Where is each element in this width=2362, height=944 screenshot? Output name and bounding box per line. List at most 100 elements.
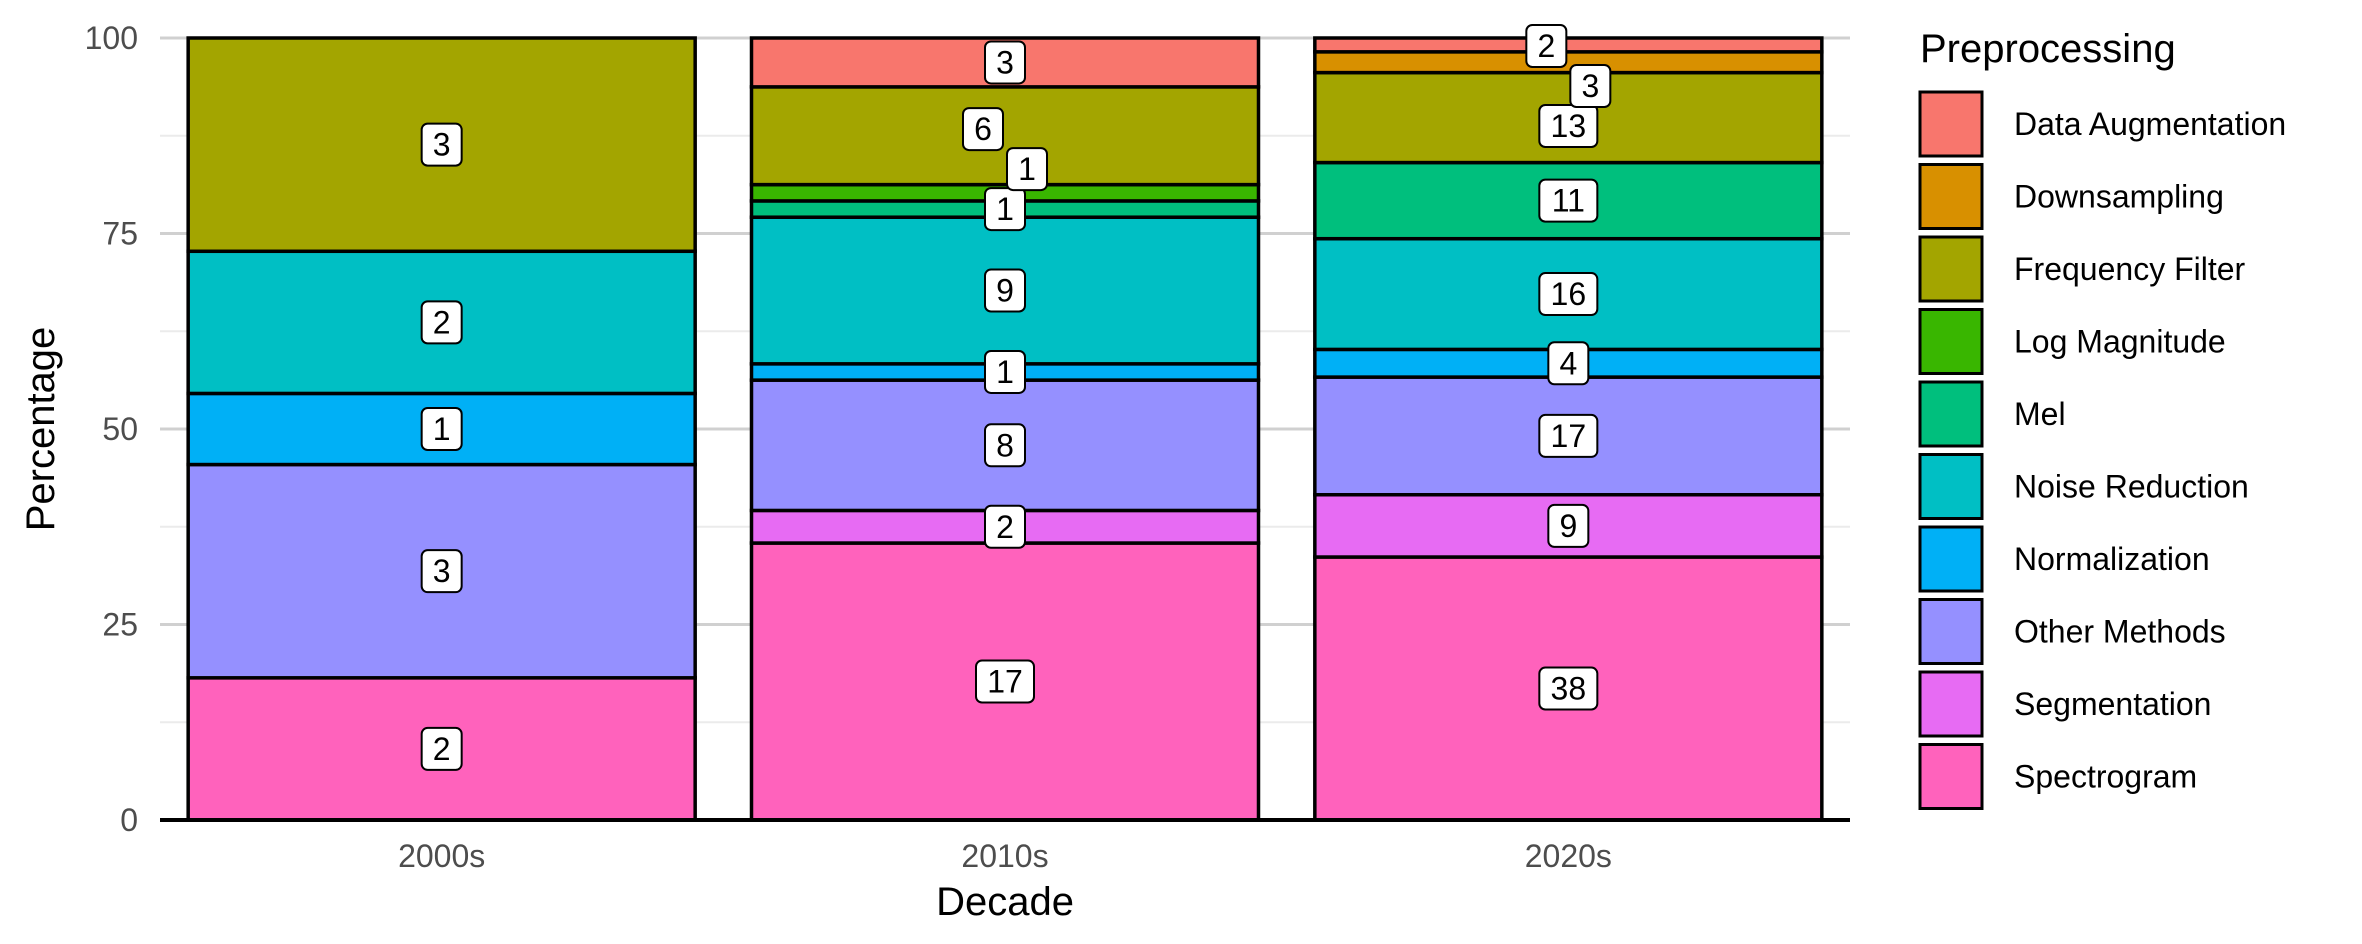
data-label: 4 xyxy=(1547,341,1590,386)
data-label-text: 13 xyxy=(1551,108,1587,144)
legend-label: Normalization xyxy=(2014,541,2210,577)
data-label: 2 xyxy=(420,726,463,771)
data-label-box xyxy=(1006,147,1048,192)
data-label: 2 xyxy=(420,300,463,345)
data-label: 38 xyxy=(1538,666,1599,711)
x-axis-title: Decade xyxy=(936,880,1074,924)
data-label-box xyxy=(1538,178,1599,223)
y-tick-label: 75 xyxy=(102,216,138,252)
legend-label: Segmentation xyxy=(2014,686,2211,722)
data-label: 9 xyxy=(1547,503,1590,548)
bar-segment xyxy=(186,36,697,254)
data-label-box xyxy=(1547,503,1590,548)
data-label: 3 xyxy=(420,122,463,167)
data-label-text: 38 xyxy=(1551,671,1587,707)
data-label-text: 3 xyxy=(433,553,451,589)
data-label-text: 6 xyxy=(974,111,992,147)
data-label-box xyxy=(420,407,463,451)
data-label: 8 xyxy=(984,423,1026,468)
legend-label: Spectrogram xyxy=(2014,759,2197,795)
data-label-text: 2 xyxy=(433,304,451,340)
data-label-box xyxy=(984,187,1026,232)
x-tick-label: 2020s xyxy=(1525,838,1612,874)
data-label-text: 9 xyxy=(996,273,1014,309)
data-label-text: 16 xyxy=(1551,276,1587,312)
y-tick-label: 25 xyxy=(102,607,138,643)
data-label-text: 2 xyxy=(1537,28,1555,64)
data-label-box xyxy=(1538,413,1599,458)
data-label: 17 xyxy=(1538,413,1599,458)
data-label-text: 2 xyxy=(996,509,1014,545)
data-label-box xyxy=(420,726,463,771)
data-label-box xyxy=(1538,104,1599,148)
data-label: 1 xyxy=(1006,147,1048,192)
legend-swatch xyxy=(1918,380,1984,448)
legend-title: Preprocessing xyxy=(1920,27,2176,71)
data-label-text: 9 xyxy=(1559,508,1577,544)
bar-segment xyxy=(749,85,1261,187)
legend-label: Other Methods xyxy=(2014,614,2226,650)
data-label-box xyxy=(962,107,1004,152)
legend-swatch xyxy=(1918,163,1984,230)
legend-swatch xyxy=(1918,308,1984,375)
data-label-text: 1 xyxy=(996,191,1014,227)
data-label-text: 3 xyxy=(996,44,1014,80)
data-label: 9 xyxy=(984,268,1026,313)
data-label-text: 11 xyxy=(1552,183,1585,219)
data-label-box xyxy=(984,268,1026,313)
data-label-text: 1 xyxy=(996,354,1014,390)
data-label: 16 xyxy=(1538,272,1599,317)
legend-swatch xyxy=(1918,598,1984,665)
legend-label: Frequency Filter xyxy=(2014,251,2246,287)
bar-segment xyxy=(1313,50,1824,75)
legend-swatch xyxy=(1918,670,1984,738)
data-label-text: 17 xyxy=(1551,418,1587,454)
legend-label: Downsampling xyxy=(2014,179,2224,215)
data-label: 1 xyxy=(984,187,1026,232)
legend-label: Mel xyxy=(2014,396,2066,432)
data-label-text: 3 xyxy=(433,127,451,163)
data-label-box xyxy=(420,122,463,167)
data-label-box xyxy=(420,549,463,594)
data-label: 1 xyxy=(420,407,463,451)
x-tick-label: 2000s xyxy=(398,838,485,874)
y-tick-label: 0 xyxy=(120,802,138,838)
data-label: 3 xyxy=(420,549,463,594)
data-label-box xyxy=(1569,64,1612,108)
data-label-box xyxy=(1538,666,1599,711)
data-label-box xyxy=(1525,24,1568,68)
data-label-box xyxy=(1547,341,1590,386)
legend-label: Noise Reduction xyxy=(2014,469,2249,505)
data-label-text: 3 xyxy=(1581,68,1599,104)
data-label-text: 4 xyxy=(1559,345,1577,381)
legend-swatch xyxy=(1918,90,1984,158)
legend-swatch xyxy=(1918,525,1984,593)
data-label: 17 xyxy=(975,659,1035,704)
x-tick-label: 2010s xyxy=(961,838,1048,874)
data-label-text: 17 xyxy=(987,664,1023,700)
data-label-box xyxy=(984,349,1026,394)
data-label: 2 xyxy=(984,504,1026,549)
bars xyxy=(186,36,1824,822)
data-label-box xyxy=(984,40,1026,85)
data-label-box xyxy=(1538,272,1599,317)
data-label: 2 xyxy=(1525,24,1568,68)
bar-segment xyxy=(186,676,697,822)
data-label: 6 xyxy=(962,107,1004,152)
data-label-text: 2 xyxy=(433,731,451,767)
legend-label: Log Magnitude xyxy=(2014,324,2226,360)
legend-label: Data Augmentation xyxy=(2014,106,2286,142)
data-label: 1 xyxy=(984,349,1026,394)
data-label-text: 1 xyxy=(1018,151,1036,187)
axes: 0 25 50 75 100 2000s 2010s 2020s Decade Percentag… xyxy=(19,20,1850,924)
data-label-box xyxy=(984,423,1026,468)
legend: Preprocessing Data Augmentation Downsampli… xyxy=(1918,27,2286,810)
legend-swatch xyxy=(1918,453,1984,520)
legend-swatch xyxy=(1918,743,1984,810)
data-label-text: 1 xyxy=(433,411,451,447)
y-axis-title: Percentage xyxy=(19,327,63,532)
data-label: 11 xyxy=(1538,178,1599,223)
legend-swatch xyxy=(1918,235,1984,303)
